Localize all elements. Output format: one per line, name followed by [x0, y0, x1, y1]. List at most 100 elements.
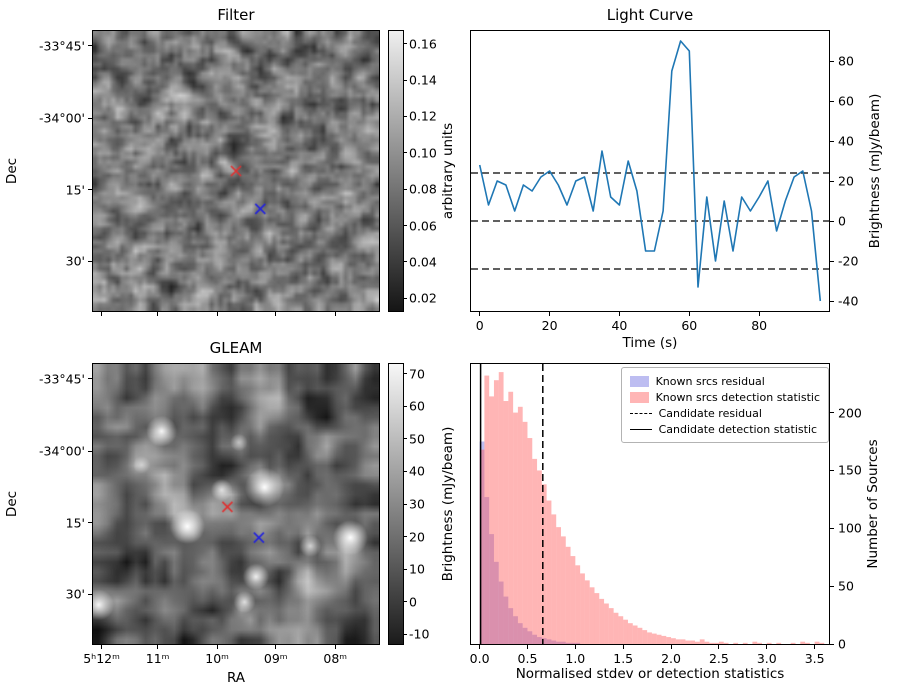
- lightcurve-xlabel: Time (s): [622, 335, 678, 351]
- hist-bar: [618, 616, 624, 644]
- tick-label: 0: [838, 213, 846, 229]
- tick-label: 2.0: [661, 651, 681, 666]
- tick-label: 0.10: [409, 145, 437, 161]
- hist-bar: [513, 412, 518, 644]
- tick-mark: [275, 312, 277, 316]
- hist-bar: [570, 642, 576, 644]
- histogram-plot: [479, 364, 825, 644]
- legend-row-candidate-detection: Candidate detection statistic: [629, 421, 820, 437]
- gleam-colorbar: [388, 363, 404, 645]
- tick-mark: [479, 645, 481, 649]
- lightcurve-plot-frame: [470, 30, 830, 312]
- hist-bar: [685, 640, 691, 644]
- tick-label: 0.02: [409, 290, 437, 306]
- hist-bar: [575, 565, 581, 644]
- tick-mark: [404, 43, 407, 45]
- tick-mark: [549, 312, 551, 316]
- tick-mark: [216, 312, 218, 316]
- hist-bar: [790, 642, 796, 644]
- tick-label: 0: [409, 594, 417, 610]
- tick-mark: [88, 189, 92, 191]
- tick-mark: [814, 645, 816, 649]
- lightcurve-line: [478, 40, 822, 302]
- gleam-plot-frame: [92, 363, 380, 645]
- hist-bar: [718, 641, 724, 644]
- tick-mark: [404, 536, 407, 538]
- tick-label: 0.16: [409, 36, 437, 52]
- tick-mark: [334, 312, 336, 316]
- tick-mark: [830, 180, 834, 182]
- tick-label: 200: [838, 405, 862, 421]
- hist-bar: [522, 421, 528, 644]
- tick-label: 1.0: [565, 651, 586, 666]
- tick-mark: [157, 645, 159, 649]
- tick-mark: [830, 527, 834, 529]
- tick-mark: [830, 300, 834, 302]
- tick-label: 30': [65, 253, 85, 269]
- hist-bar: [805, 642, 810, 644]
- hist-bar: [565, 642, 571, 644]
- hist-bar: [556, 527, 561, 644]
- legend-label-candidate-detection: Candidate detection statistic: [658, 422, 818, 436]
- tick-label: -40: [838, 293, 859, 309]
- legend-row-known-residual: Known srcs residual: [629, 373, 820, 389]
- hist-bar: [814, 641, 820, 644]
- tick-label: 0.14: [409, 72, 437, 88]
- tick-mark: [404, 503, 407, 505]
- tick-mark: [404, 188, 407, 190]
- tick-mark: [216, 645, 218, 649]
- hist-bar: [766, 642, 772, 644]
- hist-bar: [627, 623, 633, 644]
- hist-bar: [714, 642, 719, 644]
- legend-swatch-detection: [629, 391, 649, 403]
- hist-bar: [742, 642, 748, 644]
- hist-bar: [532, 458, 538, 644]
- hist-bar: [508, 608, 514, 644]
- hist-bar: [694, 641, 700, 644]
- hist-bar: [661, 635, 667, 644]
- tick-mark: [688, 312, 690, 316]
- hist-bar: [479, 441, 485, 644]
- hist-bar: [699, 639, 705, 644]
- hist-bar: [632, 625, 638, 644]
- legend-label-candidate-residual: Candidate residual: [658, 406, 762, 420]
- tick-mark: [670, 645, 672, 649]
- tick-label: 09ᵐ: [263, 651, 288, 666]
- tick-label: 100: [838, 520, 862, 536]
- hist-bar: [508, 391, 514, 644]
- tick-mark: [718, 645, 720, 649]
- tick-label: 0.5: [517, 651, 538, 666]
- tick-mark: [334, 645, 336, 649]
- tick-mark: [404, 405, 407, 407]
- hist-bar: [556, 641, 561, 644]
- tick-label: 3.0: [756, 651, 777, 666]
- hist-bar: [484, 375, 490, 644]
- hist-bar: [541, 638, 547, 644]
- gleam-image: [93, 364, 379, 644]
- filter-image: [93, 31, 379, 311]
- filter-ylabel: Dec: [4, 157, 20, 185]
- hist-bar: [690, 640, 695, 644]
- tick-mark: [830, 60, 834, 62]
- tick-mark: [404, 470, 407, 472]
- tick-label: 30': [65, 586, 85, 602]
- tick-label: 40: [838, 133, 854, 149]
- hist-bar: [551, 640, 557, 644]
- tick-mark: [830, 100, 834, 102]
- tick-label: -34°00': [38, 110, 85, 126]
- histogram-ylabel: Number of Sources: [865, 439, 881, 569]
- hist-bar: [757, 642, 762, 644]
- tick-label: 80: [838, 53, 854, 69]
- tick-label: 80: [751, 318, 768, 333]
- hist-bar: [637, 627, 643, 644]
- tick-label: 150: [838, 462, 862, 478]
- hist-bar: [517, 623, 523, 644]
- tick-label: -10: [409, 626, 430, 642]
- hist-series: [479, 372, 825, 644]
- tick-label: 0: [475, 318, 484, 333]
- gleam-xlabel: RA: [226, 670, 246, 686]
- tick-mark: [404, 438, 407, 440]
- tick-mark: [526, 645, 528, 649]
- hist-bar: [493, 561, 499, 644]
